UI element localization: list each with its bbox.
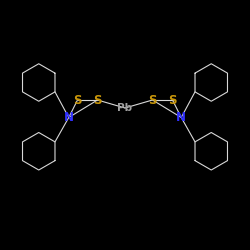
Text: S: S (93, 94, 102, 106)
Text: S: S (148, 94, 157, 106)
Text: N: N (176, 111, 186, 124)
Text: S: S (168, 94, 177, 106)
Text: Pb: Pb (118, 103, 132, 113)
Text: N: N (64, 111, 74, 124)
Text: S: S (73, 94, 82, 106)
